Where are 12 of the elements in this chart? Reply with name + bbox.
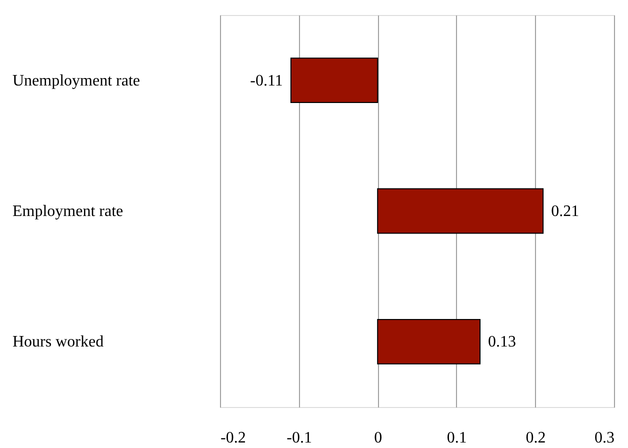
y-tick-label: Employment rate [12, 203, 124, 220]
data-label: 0.13 [488, 334, 516, 351]
x-tick-label: 0.3 [594, 430, 614, 446]
x-tick-label: 0 [374, 430, 382, 446]
data-label: 0.21 [551, 203, 580, 220]
y-tick-label: Unemployment rate [12, 72, 140, 90]
x-tick-label: 0.2 [526, 430, 546, 446]
data-label: -0.11 [250, 72, 283, 90]
x-tick-label: -0.1 [286, 430, 312, 446]
x-tick-label: -0.2 [220, 430, 246, 446]
x-tick-label: 0.1 [446, 430, 467, 446]
y-tick-label: Hours worked [12, 334, 104, 351]
